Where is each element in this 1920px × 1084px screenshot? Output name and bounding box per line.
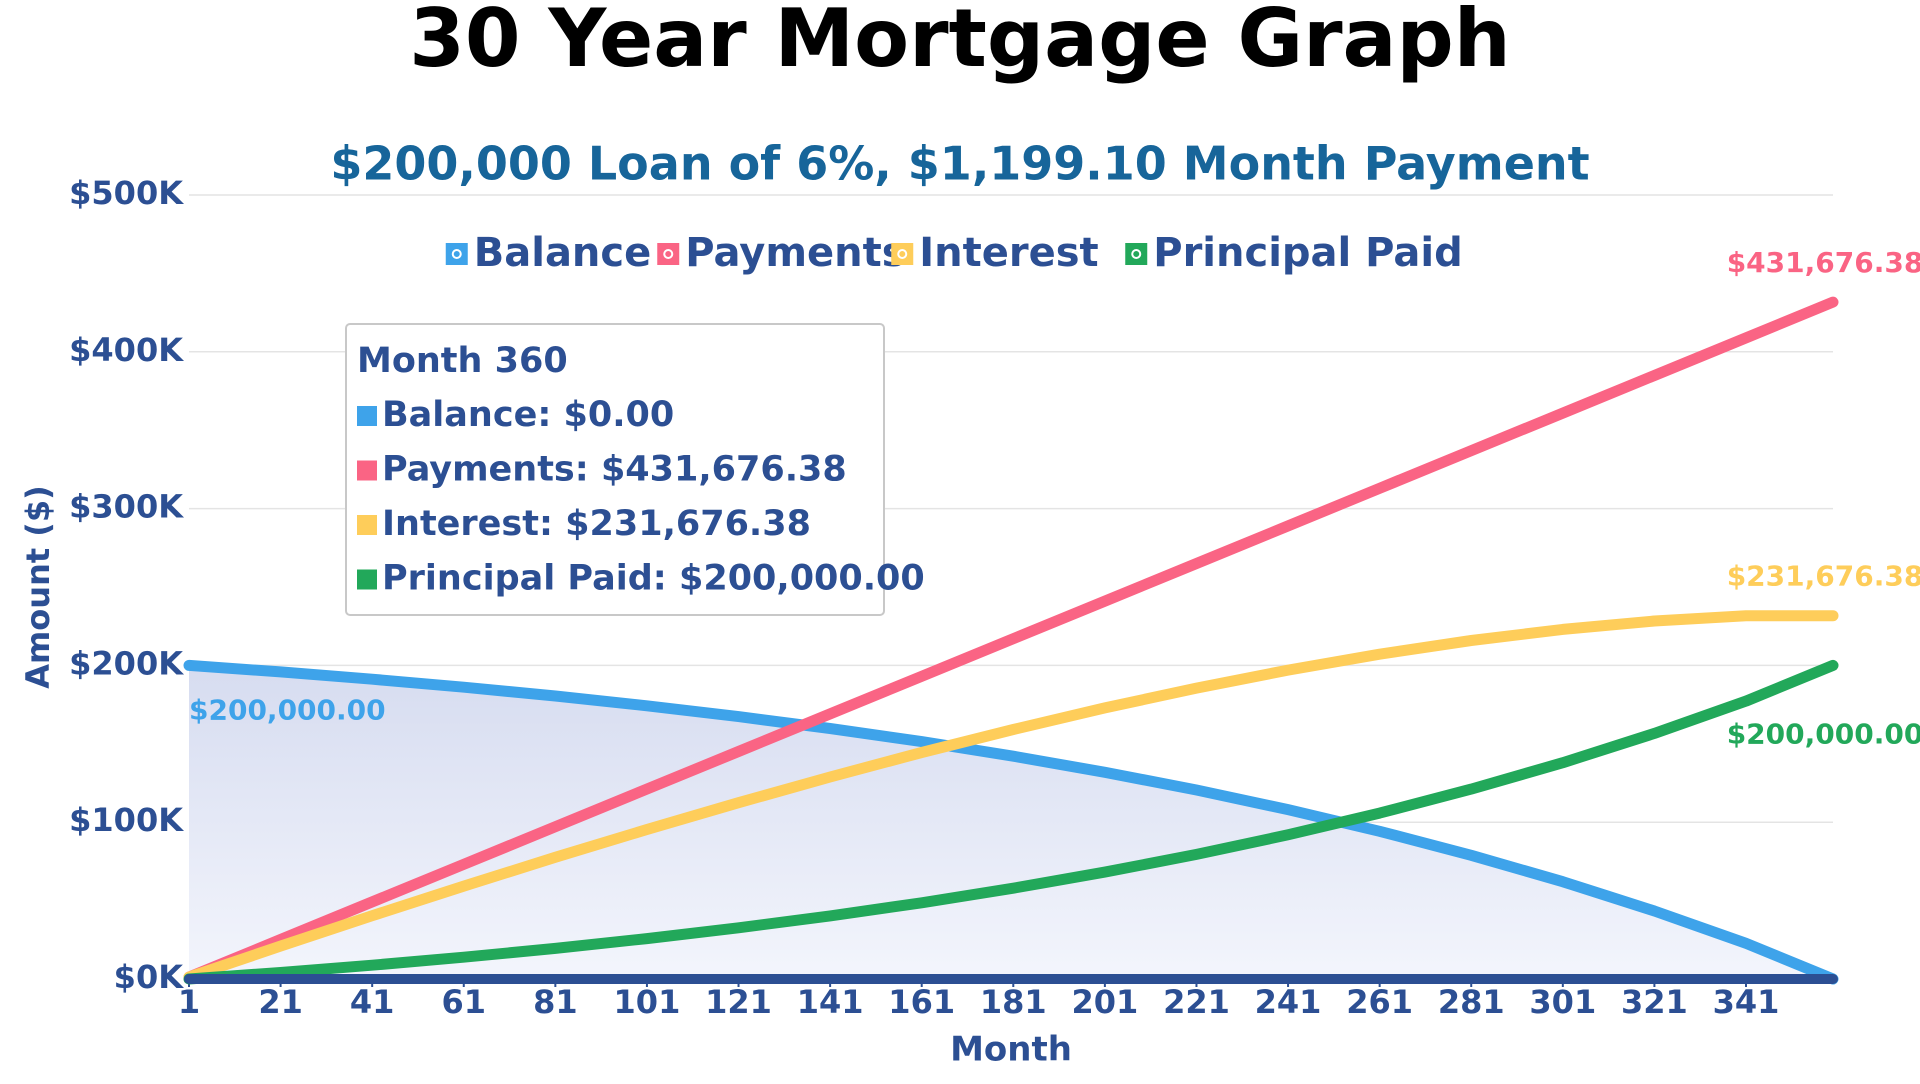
y-axis-title: Amount ($)	[19, 485, 57, 689]
legend-label[interactable]: Interest	[919, 230, 1098, 276]
tooltip-box	[345, 323, 885, 616]
x-tick-label: 341	[1713, 983, 1780, 1021]
legend-swatch[interactable]	[1125, 243, 1148, 265]
x-tick-label: 121	[705, 983, 772, 1021]
tooltip-line: Balance: $0.00	[382, 395, 674, 435]
series-line	[183, 296, 1839, 983]
series-line	[183, 659, 1839, 985]
x-tick-label: 141	[797, 983, 864, 1021]
tooltip-line: Principal Paid: $200,000.00	[382, 559, 925, 599]
x-tick-label: 321	[1621, 983, 1688, 1021]
legend-label[interactable]: Principal Paid	[1153, 230, 1463, 276]
tooltip-line: Interest: $231,676.38	[382, 504, 811, 544]
tooltip-title: Month 360	[357, 341, 568, 381]
tooltip-swatch	[357, 460, 377, 481]
tooltip-swatch	[357, 406, 377, 426]
tooltip-swatch	[357, 515, 377, 535]
y-tick-label: $500K	[69, 174, 184, 212]
x-tick-label: 41	[350, 983, 395, 1021]
tooltip-swatch	[357, 569, 377, 590]
legend-swatch-dot	[897, 249, 908, 259]
legend-swatch-dot	[663, 249, 674, 259]
x-tick-label: 281	[1438, 983, 1505, 1021]
x-tick-label: 101	[614, 983, 681, 1021]
x-tick-label: 301	[1529, 983, 1596, 1021]
y-tick-label: $100K	[69, 801, 184, 839]
data-label: $200,000.00	[1727, 717, 1920, 750]
data-label: $231,676.38	[1727, 560, 1920, 593]
x-tick-label: 201	[1071, 983, 1138, 1021]
balance-area	[189, 665, 1833, 979]
x-axis-title: Month	[950, 1030, 1072, 1070]
legend-label[interactable]: Balance	[474, 230, 652, 276]
legend-swatch-dot	[451, 249, 462, 259]
legend-label[interactable]: Payments	[685, 230, 905, 276]
y-tick-label: $400K	[69, 331, 184, 369]
y-tick-label: $300K	[69, 488, 184, 526]
chart-subtitle: $200,000 Loan of 6%, $1,199.10 Month Pay…	[330, 137, 1589, 191]
x-tick-label: 241	[1255, 983, 1322, 1021]
legend-swatch[interactable]	[657, 243, 680, 265]
x-tick-label: 81	[533, 983, 578, 1021]
data-label: $200,000.00	[189, 693, 386, 726]
x-tick-label: 181	[980, 983, 1047, 1021]
chart-title: 30 Year Mortgage Graph	[409, 0, 1511, 85]
x-tick-label: 221	[1163, 983, 1230, 1021]
x-tick-label: 261	[1346, 983, 1413, 1021]
data-label: $431,676.38	[1727, 246, 1920, 279]
legend-swatch[interactable]	[445, 243, 468, 265]
x-tick-label: 1	[178, 983, 200, 1021]
x-tick-label: 21	[258, 983, 303, 1021]
x-tick-label: 61	[441, 983, 486, 1021]
y-tick-label: $0K	[114, 958, 185, 996]
legend-swatch[interactable]	[891, 243, 914, 265]
y-tick-label: $200K	[69, 644, 184, 682]
x-tick-label: 161	[888, 983, 955, 1021]
legend-swatch-dot	[1131, 249, 1142, 259]
series-line	[183, 659, 1839, 985]
tooltip-line: Payments: $431,676.38	[382, 450, 847, 490]
series-line	[183, 610, 1839, 983]
